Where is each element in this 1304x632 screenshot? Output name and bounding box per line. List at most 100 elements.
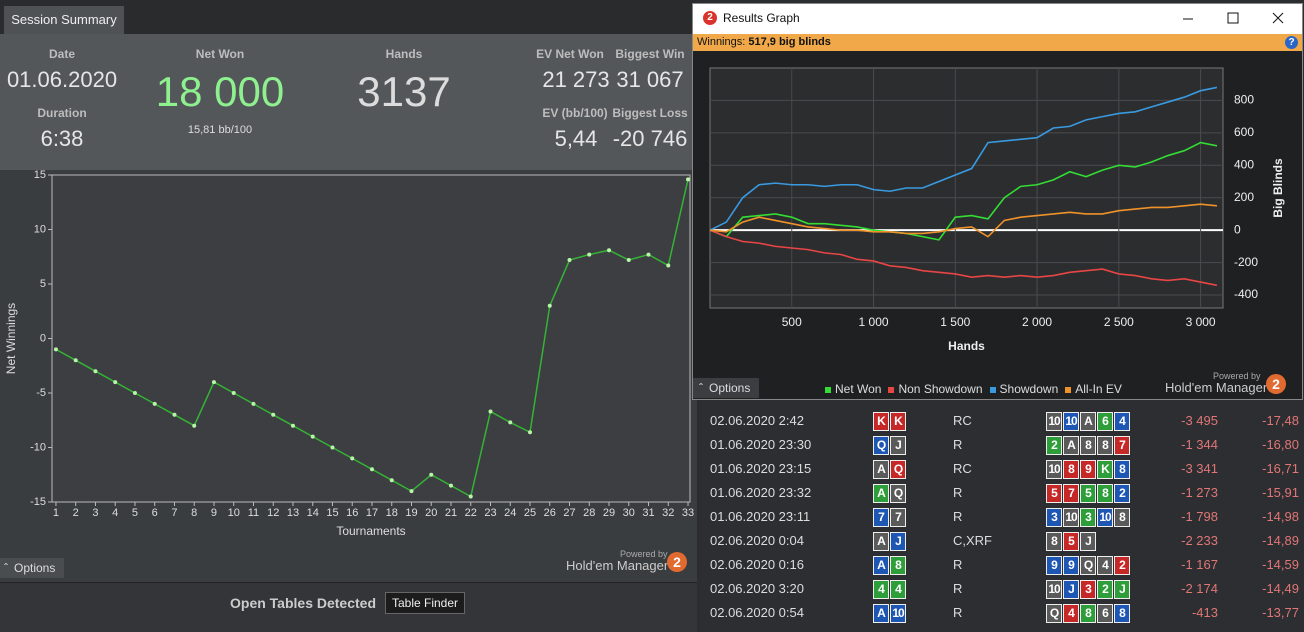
x-tick-label: 21 xyxy=(445,507,457,519)
stat-value: 5,44 xyxy=(554,126,598,151)
card: 3 xyxy=(1080,580,1096,599)
card: A xyxy=(873,556,889,575)
card: 6 xyxy=(1097,604,1113,623)
close[interactable] xyxy=(1272,12,1284,24)
hand-date: 01.06.2020 23:11 xyxy=(710,509,811,524)
hand-date: 02.06.2020 3:20 xyxy=(710,581,804,596)
y-axis-label: Net Winnings xyxy=(4,303,18,374)
options-label: Options xyxy=(709,381,751,395)
x-tick-label: 10 xyxy=(228,507,240,519)
point xyxy=(211,380,216,385)
point xyxy=(251,401,256,406)
brand: Hold'em Manager xyxy=(1165,380,1268,395)
card: 9 xyxy=(1080,460,1096,479)
x-tick-label: 13 xyxy=(287,507,299,519)
stat-label: EV Net Won xyxy=(536,47,604,61)
legend-item: Net Won xyxy=(825,382,881,396)
results-window: 2 Results Graph Winnings: 517,9 big blin… xyxy=(692,3,1303,400)
point xyxy=(508,420,513,425)
legend-label: Net Won xyxy=(835,382,882,396)
x-tick-label: 6 xyxy=(152,507,158,519)
hand-amount: -1 344 xyxy=(1181,437,1218,452)
hand-bb: -13,77 xyxy=(1262,605,1299,620)
hand-date: 01.06.2020 23:30 xyxy=(710,437,812,452)
hand-date: 02.06.2020 2:42 xyxy=(710,413,804,428)
stat-label: Duration xyxy=(37,106,87,120)
card: 9 xyxy=(1046,556,1062,575)
session-tab[interactable]: Session Summary xyxy=(4,6,124,34)
card: 10 xyxy=(1046,460,1062,479)
x-tick-label: 7 xyxy=(171,507,177,519)
app-icon: 2 xyxy=(703,11,717,25)
open-tables-title: Open Tables Detected xyxy=(230,595,377,611)
series-line xyxy=(709,86,1218,231)
hand-amount: -413 xyxy=(1191,605,1218,620)
x-tick-label: 22 xyxy=(465,507,477,519)
card: 10 xyxy=(1097,508,1113,527)
y-tick-label: 15 xyxy=(34,170,46,181)
card: K xyxy=(873,412,889,431)
winnings-value: 517,9 big blinds xyxy=(748,36,831,48)
open-tables: Open Tables Detected Table Finder xyxy=(0,582,697,632)
x-tick-label: 23 xyxy=(484,507,496,519)
point xyxy=(310,434,315,439)
y-tick-label: -5 xyxy=(36,387,46,399)
y-tick-label: 800 xyxy=(1234,93,1254,107)
legend-swatch xyxy=(989,386,996,393)
x-tick-label: 11 xyxy=(248,507,259,519)
hand-action: R xyxy=(953,581,963,596)
card: 7 xyxy=(873,508,889,527)
stat-value: 6:38 xyxy=(40,126,84,151)
y-tick-label: 600 xyxy=(1234,125,1254,139)
table-finder-button[interactable]: Table Finder xyxy=(385,592,465,614)
hand-bb: -14,49 xyxy=(1262,581,1299,596)
card: 10 xyxy=(1046,412,1062,431)
hand-row: 02.06.2020 0:54 A 10 R Q 4 8 6 8 -413 -13,77 xyxy=(700,602,1304,626)
maximize[interactable] xyxy=(1227,12,1239,24)
point xyxy=(132,391,137,395)
hands-table: 02.06.2020 2:42 K K RC 10 10 A 6 4 -3 495 -17,48 01… xyxy=(700,400,1304,631)
stat-label: Net Won xyxy=(195,47,245,61)
card: 7 xyxy=(890,508,906,527)
hand-action: RC xyxy=(953,461,972,476)
card: 8 xyxy=(1097,484,1113,503)
x-tick-label: 9 xyxy=(211,507,217,519)
x-tick-label: 3 xyxy=(92,507,98,519)
help-icon[interactable]: ? xyxy=(1285,36,1298,49)
hand-bb: -14,98 xyxy=(1262,509,1299,524)
point xyxy=(192,423,197,428)
options-button[interactable]: ˆ Options xyxy=(693,378,759,398)
x-tick-label: 24 xyxy=(504,507,516,519)
stat-value: 21 273 xyxy=(542,67,610,92)
legend-swatch xyxy=(825,386,831,393)
point xyxy=(448,483,453,488)
options-button[interactable]: ˆ Options xyxy=(0,558,64,578)
hand-row: 02.06.2020 2:42 K K RC 10 10 A 6 4 -3 495 -17,48 xyxy=(700,410,1304,434)
x-tick-label: 1 500 xyxy=(940,315,970,329)
x-tick-label: 1 000 xyxy=(859,315,889,329)
card: 4 xyxy=(873,580,889,599)
stat-value: 01.06.2020 xyxy=(6,67,118,92)
x-axis-label: Hands xyxy=(948,339,985,353)
hand-date: 02.06.2020 0:54 xyxy=(710,605,804,620)
point xyxy=(290,423,295,428)
card: 4 xyxy=(1063,604,1079,623)
x-tick-label: 2 500 xyxy=(1104,315,1134,329)
hand-row: 01.06.2020 23:11 7 7 R 3 10 3 10 8 -1 798 -14,98 xyxy=(700,506,1304,530)
hands: 3137 xyxy=(357,68,451,115)
hand-action: RC xyxy=(953,413,972,428)
card: 8 xyxy=(1046,532,1062,551)
card: 10 xyxy=(890,604,906,623)
y-tick-label: 5 xyxy=(40,278,46,290)
x-tick-label: 3 000 xyxy=(1186,315,1216,329)
stat-value: -20 746 xyxy=(612,126,688,151)
point xyxy=(330,445,335,450)
hand-bb: -14,89 xyxy=(1262,533,1299,548)
card: J xyxy=(1080,532,1096,551)
